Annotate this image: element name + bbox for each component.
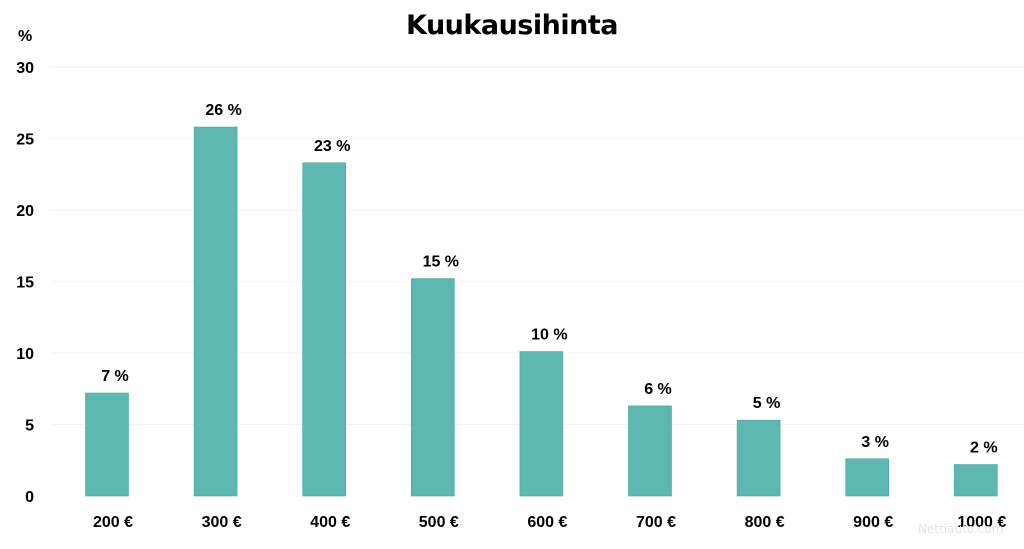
x-tick-label: 500 € bbox=[419, 514, 459, 531]
data-label: 23 % bbox=[314, 138, 350, 155]
y-axis-ticks: 0 5 10 15 20 25 30 bbox=[16, 60, 34, 506]
y-axis-unit-label: % bbox=[18, 28, 33, 45]
bars bbox=[85, 126, 998, 497]
bar bbox=[519, 351, 564, 497]
bar bbox=[953, 464, 998, 497]
data-label: 26 % bbox=[205, 102, 241, 119]
x-tick-label: 400 € bbox=[310, 514, 350, 531]
x-tick-label: 900 € bbox=[853, 514, 893, 531]
data-label: 5 % bbox=[753, 395, 781, 412]
y-tick-label: 15 bbox=[16, 275, 34, 292]
chart-title: Kuukausihinta bbox=[406, 10, 618, 41]
data-label: 3 % bbox=[861, 434, 889, 451]
bar bbox=[302, 162, 347, 497]
data-labels: 7 % 26 % 23 % 15 % 10 % 6 % 5 % 3 % 2 % bbox=[101, 102, 997, 456]
y-tick-label: 10 bbox=[16, 346, 34, 363]
x-tick-label: 300 € bbox=[202, 514, 242, 531]
bar bbox=[85, 392, 129, 497]
bar bbox=[410, 278, 455, 497]
data-label: 7 % bbox=[101, 368, 129, 385]
x-tick-label: 700 € bbox=[636, 514, 676, 531]
data-label: 2 % bbox=[970, 440, 998, 457]
bar bbox=[193, 126, 238, 497]
y-tick-label: 30 bbox=[16, 60, 34, 77]
x-tick-label: 1000 € bbox=[957, 514, 1006, 531]
y-tick-label: 0 bbox=[25, 489, 34, 506]
bar bbox=[845, 458, 890, 497]
x-tick-label: 200 € bbox=[93, 514, 133, 531]
x-tick-label: 600 € bbox=[527, 514, 567, 531]
x-axis-ticks: 200 € 300 € 400 € 500 € 600 € 700 € 800 € 900 €… bbox=[93, 514, 1006, 531]
y-tick-label: 25 bbox=[16, 132, 34, 149]
bar bbox=[736, 419, 781, 497]
watermark-text: Nettiauto.com bbox=[918, 522, 1004, 536]
data-label: 15 % bbox=[423, 254, 459, 271]
y-tick-label: 5 bbox=[25, 418, 34, 435]
bar bbox=[628, 405, 672, 497]
data-label: 6 % bbox=[644, 381, 672, 398]
y-tick-label: 20 bbox=[16, 203, 34, 220]
data-label: 10 % bbox=[531, 327, 567, 344]
x-tick-label: 800 € bbox=[745, 514, 785, 531]
